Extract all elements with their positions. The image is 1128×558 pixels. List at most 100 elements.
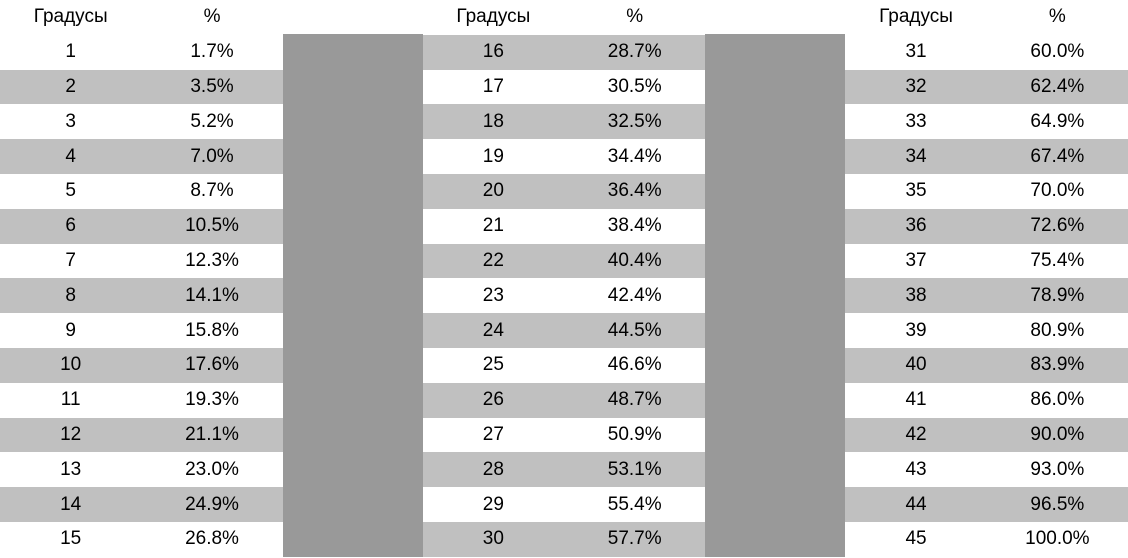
cell-pct: 83.9% [987,354,1128,376]
cell-pct: 34.4% [564,146,705,168]
table-row: 45100.0% [845,522,1128,557]
cell-deg: 38 [845,285,986,307]
table-header-row: Градусы % [0,0,283,35]
table-row: 1628.7% [423,35,706,70]
cell-pct: 48.7% [564,389,705,411]
cell-deg: 7 [0,250,141,272]
col-header-degrees: Градусы [845,6,986,28]
cell-deg: 19 [423,146,564,168]
table-row: 2138.4% [423,209,706,244]
table-row: 2955.4% [423,487,706,522]
cell-deg: 4 [0,146,141,168]
cell-deg: 5 [0,180,141,202]
table-row: 3775.4% [845,244,1128,279]
cell-pct: 86.0% [987,389,1128,411]
col-header-degrees: Градусы [423,6,564,28]
table-row: 915.8% [0,313,283,348]
cell-deg: 3 [0,111,141,133]
table-block-0: Градусы % 11.7% 23.5% 35.2% 47.0% 58.7% … [0,0,283,557]
cell-pct: 46.6% [564,354,705,376]
cell-pct: 57.7% [564,528,705,550]
table-row: 1730.5% [423,70,706,105]
cell-pct: 15.8% [141,320,282,342]
cell-pct: 50.9% [564,424,705,446]
cell-pct: 36.4% [564,180,705,202]
cell-deg: 8 [0,285,141,307]
table-row: 2240.4% [423,244,706,279]
cell-pct: 70.0% [987,180,1128,202]
cell-deg: 26 [423,389,564,411]
cell-pct: 12.3% [141,250,282,272]
cell-deg: 18 [423,111,564,133]
cell-pct: 93.0% [987,459,1128,481]
table-row: 1017.6% [0,348,283,383]
block-separator [705,34,845,557]
col-header-percent: % [141,6,282,28]
cell-deg: 16 [423,41,564,63]
cell-deg: 44 [845,494,986,516]
block-separator [283,34,423,557]
table-row: 1934.4% [423,139,706,174]
cell-deg: 30 [423,528,564,550]
table-row: 1119.3% [0,383,283,418]
table-row: 814.1% [0,278,283,313]
cell-deg: 24 [423,320,564,342]
cell-pct: 14.1% [141,285,282,307]
table-row: 2342.4% [423,278,706,313]
cell-pct: 7.0% [141,146,282,168]
cell-pct: 62.4% [987,76,1128,98]
table-row: 58.7% [0,174,283,209]
cell-deg: 2 [0,76,141,98]
cell-pct: 8.7% [141,180,282,202]
table-row: 3467.4% [845,139,1128,174]
cell-pct: 5.2% [141,111,282,133]
table-row: 610.5% [0,209,283,244]
table-row: 4290.0% [845,418,1128,453]
cell-pct: 26.8% [141,528,282,550]
cell-deg: 25 [423,354,564,376]
cell-deg: 20 [423,180,564,202]
table-row: 1323.0% [0,452,283,487]
cell-deg: 31 [845,41,986,63]
cell-deg: 12 [0,424,141,446]
cell-pct: 100.0% [987,528,1128,550]
cell-pct: 60.0% [987,41,1128,63]
cell-deg: 33 [845,111,986,133]
cell-deg: 32 [845,76,986,98]
cell-deg: 42 [845,424,986,446]
cell-deg: 1 [0,41,141,63]
table-row: 4186.0% [845,383,1128,418]
col-header-percent: % [987,6,1128,28]
table-row: 47.0% [0,139,283,174]
cell-deg: 10 [0,354,141,376]
table-row: 2546.6% [423,348,706,383]
table-row: 1221.1% [0,418,283,453]
cell-deg: 13 [0,459,141,481]
cell-pct: 55.4% [564,494,705,516]
table-header-row: Градусы % [423,0,706,35]
cell-pct: 30.5% [564,76,705,98]
table-row: 4083.9% [845,348,1128,383]
col-header-percent: % [564,6,705,28]
table-row: 35.2% [0,104,283,139]
table-header-row: Градусы % [845,0,1128,35]
cell-pct: 17.6% [141,354,282,376]
table-row: 11.7% [0,35,283,70]
cell-deg: 34 [845,146,986,168]
cell-deg: 45 [845,528,986,550]
cell-pct: 67.4% [987,146,1128,168]
table-row: 712.3% [0,244,283,279]
cell-pct: 28.7% [564,41,705,63]
table-row: 3980.9% [845,313,1128,348]
table-row: 2853.1% [423,452,706,487]
cell-deg: 28 [423,459,564,481]
table-block-2: Градусы % 3160.0% 3262.4% 3364.9% 3467.4… [845,0,1128,557]
cell-pct: 1.7% [141,41,282,63]
table-row: 3160.0% [845,35,1128,70]
cell-deg: 9 [0,320,141,342]
cell-pct: 10.5% [141,215,282,237]
cell-pct: 23.0% [141,459,282,481]
cell-deg: 21 [423,215,564,237]
cell-pct: 42.4% [564,285,705,307]
cell-pct: 19.3% [141,389,282,411]
